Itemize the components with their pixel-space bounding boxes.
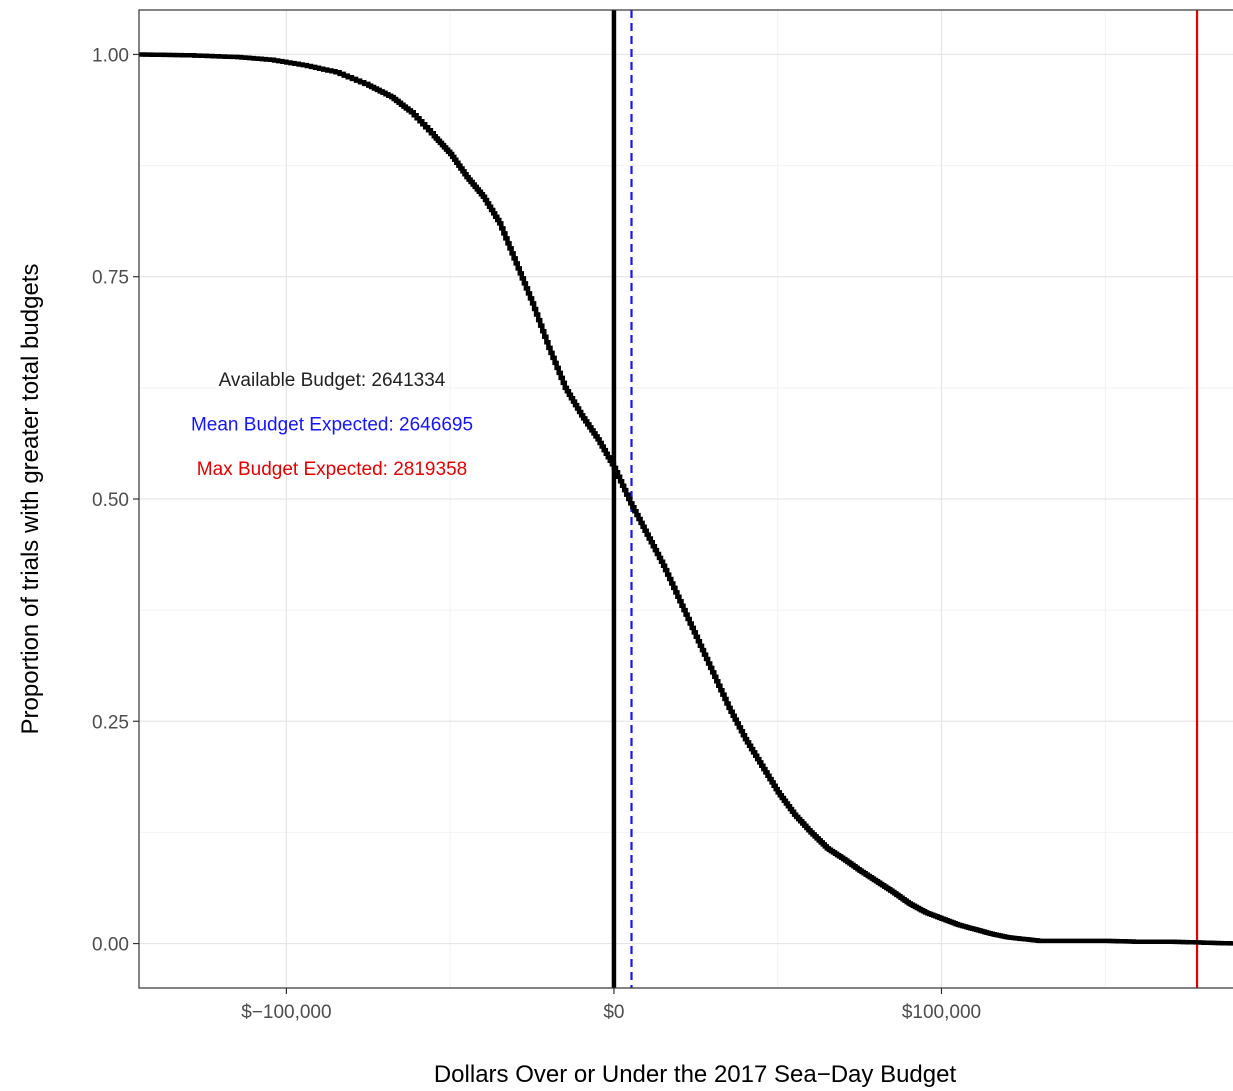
y-tick-label: 1.00 [92,45,129,66]
series [139,52,1233,946]
y-tick-label: 0.75 [92,268,129,289]
max-budget-label: Max Budget Expected: 2819358 [197,459,467,480]
grid [139,10,1233,988]
y-tick-label: 0.50 [92,490,129,511]
series-line-0 [139,52,1233,946]
x-axis-label: Dollars Over or Under the 2017 Sea−Day B… [434,1061,957,1088]
x-tick-label: $0 [603,1002,624,1023]
x-tick-label: $100,000 [902,1002,981,1023]
y-axis-label: Proportion of trials with greater total … [17,264,44,735]
available-budget-label: Available Budget: 2641334 [219,370,446,391]
y-tick-label: 0.25 [92,712,129,733]
mean-budget-label: Mean Budget Expected: 2646695 [191,414,473,435]
y-tick-label: 0.00 [92,935,129,956]
annotations: Available Budget: 2641334 Mean Budget Exp… [191,370,473,480]
axis-ticks: $−100,000 $0 $100,000 0.00 0.25 0.50 0.75 1.00 [92,45,981,1023]
x-tick-label: $−100,000 [241,1002,331,1023]
